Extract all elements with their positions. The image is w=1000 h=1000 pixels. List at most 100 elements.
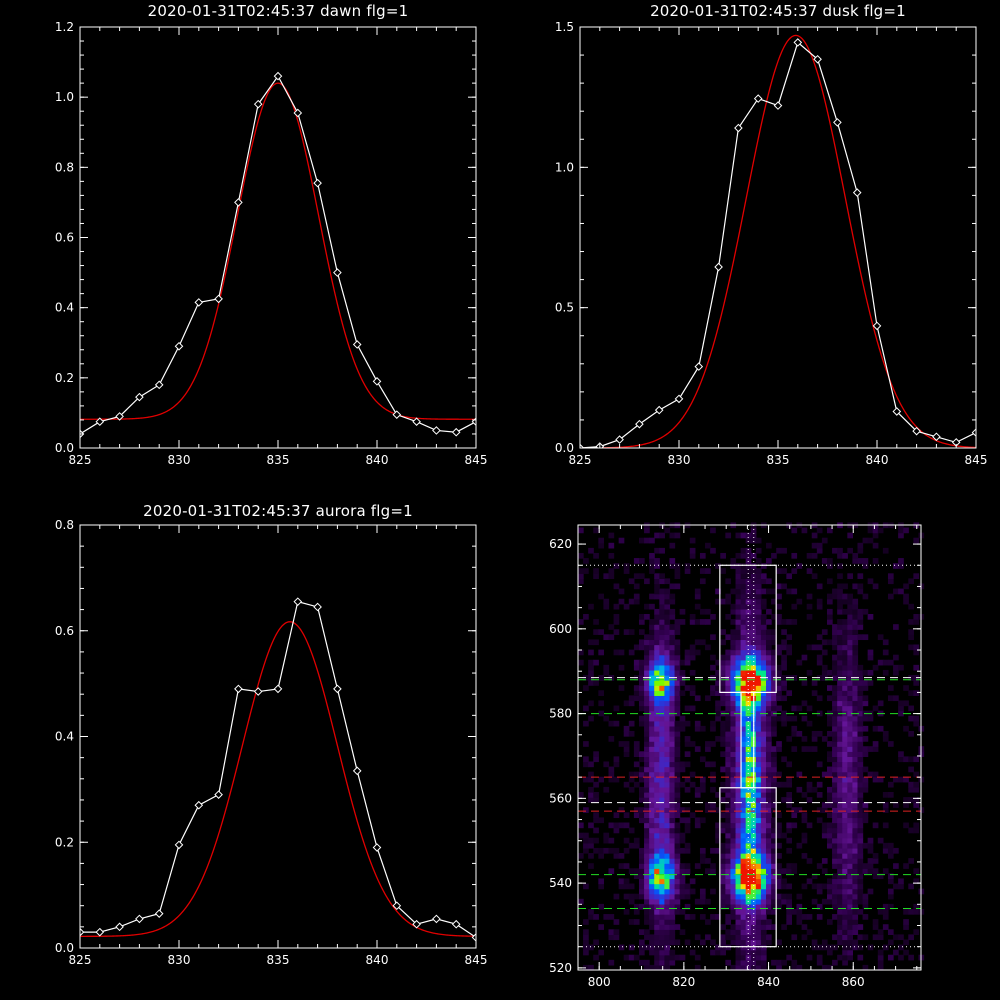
heatmap-cell xyxy=(771,614,777,620)
heatmap-cell xyxy=(908,786,914,793)
heatmap-cell xyxy=(740,578,747,585)
heatmap-cell xyxy=(654,817,660,824)
heatmap-cell xyxy=(852,751,859,757)
heatmap-cell xyxy=(638,675,645,681)
heatmap-cell xyxy=(852,786,859,793)
heatmap-cell xyxy=(893,588,899,595)
heatmap-cell xyxy=(674,746,681,752)
data-point xyxy=(654,405,664,415)
heatmap-cell xyxy=(837,817,843,824)
heatmap-cell xyxy=(664,837,671,844)
heatmap-cell xyxy=(791,730,798,737)
heatmap-cell xyxy=(781,629,787,635)
heatmap-cell xyxy=(776,827,782,834)
heatmap-cell xyxy=(674,756,681,763)
heatmap-cell xyxy=(745,614,752,620)
heatmap-cell xyxy=(847,858,853,864)
heatmap-cell xyxy=(862,781,869,788)
heatmap-cell xyxy=(689,547,696,554)
heatmap-cell xyxy=(867,868,874,874)
heatmap-cell xyxy=(679,929,686,935)
heatmap-cell xyxy=(837,853,843,859)
heatmap-cell xyxy=(740,588,747,595)
heatmap-cell xyxy=(847,598,853,605)
heatmap-cell xyxy=(649,797,655,803)
heatmap-cell xyxy=(832,792,838,798)
heatmap-cell xyxy=(705,868,711,874)
heatmap-cell xyxy=(760,746,767,752)
heatmap-cell xyxy=(674,939,681,946)
heatmap-cell xyxy=(837,868,843,874)
heatmap-cell xyxy=(593,817,599,824)
region-box xyxy=(740,691,755,789)
heatmap-cell xyxy=(725,766,732,773)
heatmap-cell xyxy=(674,888,681,895)
heatmap-cell xyxy=(649,537,655,544)
heatmap-cell xyxy=(669,634,676,641)
heatmap-cell xyxy=(893,624,899,630)
heatmap-cell xyxy=(674,730,681,737)
heatmap-cell xyxy=(852,741,859,747)
heatmap-cell xyxy=(842,898,848,905)
heatmap-cell xyxy=(623,563,630,569)
heatmap-cell xyxy=(760,822,767,829)
heatmap-cell xyxy=(659,619,665,625)
heatmap-cell xyxy=(837,903,843,910)
heatmap-cell xyxy=(847,868,853,874)
heatmap-cell xyxy=(588,715,594,722)
heatmap-cell xyxy=(593,847,599,854)
heatmap-cell xyxy=(887,781,894,788)
heatmap-cell xyxy=(613,827,620,834)
heatmap-cell xyxy=(776,715,782,722)
heatmap-cell xyxy=(816,888,823,895)
heatmap-cell xyxy=(720,939,726,946)
heatmap-cell xyxy=(755,827,762,834)
heatmap-cell xyxy=(638,883,645,890)
data-point xyxy=(214,294,223,304)
heatmap-cell xyxy=(832,593,838,600)
heatmap-cell xyxy=(740,776,747,783)
heatmap-cell xyxy=(644,797,650,803)
heatmap-cell xyxy=(644,919,650,925)
heatmap-cell xyxy=(913,868,920,874)
heatmap-cell xyxy=(638,639,645,646)
heatmap-cell xyxy=(644,893,650,900)
heatmap-cell xyxy=(644,578,650,585)
heatmap-cell xyxy=(725,792,732,798)
heatmap-cell xyxy=(730,888,737,895)
heatmap-cell xyxy=(766,705,772,712)
heatmap-cell xyxy=(786,883,793,890)
heatmap-cell xyxy=(725,593,732,600)
heatmap-cell xyxy=(745,929,752,935)
heatmap-cell xyxy=(837,797,843,803)
heatmap-cell xyxy=(842,654,848,661)
heatmap-cell xyxy=(776,664,782,671)
heatmap-cell xyxy=(725,847,732,854)
heatmap-cell xyxy=(644,720,650,727)
heatmap-cell xyxy=(771,598,777,605)
heatmap-cell xyxy=(852,863,859,869)
heatmap-cell xyxy=(649,868,655,874)
heatmap-cell xyxy=(730,639,737,646)
heatmap-cell xyxy=(755,593,762,600)
heatmap-cell xyxy=(816,863,823,869)
heatmap-cell xyxy=(664,888,671,895)
heatmap-cell xyxy=(705,568,711,574)
heatmap-cell xyxy=(699,898,706,905)
data-point xyxy=(451,919,461,929)
heatmap-cell xyxy=(730,873,737,880)
heatmap-cell xyxy=(730,812,737,819)
heatmap-cell xyxy=(638,873,645,880)
heatmap-cell xyxy=(882,924,889,930)
heatmap-cell xyxy=(842,649,848,656)
heatmap-cell xyxy=(913,781,920,788)
heatmap-cell xyxy=(679,847,686,854)
heatmap-cell xyxy=(669,593,676,600)
heatmap-cell xyxy=(694,725,701,732)
heatmap-cell xyxy=(862,608,869,615)
heatmap-cell xyxy=(720,888,726,895)
heatmap-cell xyxy=(659,776,665,783)
heatmap-cell xyxy=(699,619,706,625)
heatmap-cell xyxy=(857,547,864,554)
heatmap-cell xyxy=(816,695,823,702)
